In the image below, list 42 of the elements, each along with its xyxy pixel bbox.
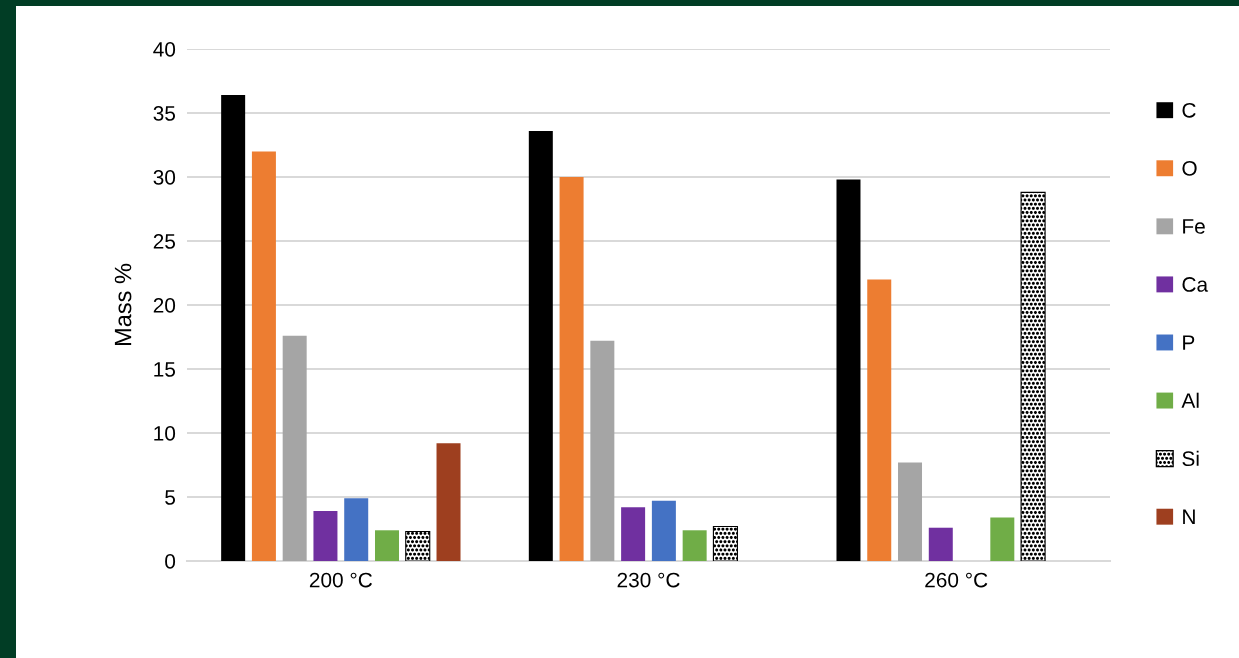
bar [528,130,553,561]
y-tick-label: 0 [165,554,176,569]
y-tick-label: 25 [153,234,176,249]
legend-label: O [1182,160,1197,176]
legend-label: Fe [1183,219,1205,234]
bar [559,177,584,561]
x-tick-label: 200 °C [309,572,372,588]
legend-label: Al [1181,392,1199,408]
x-tick-label: 230 °C [617,572,680,588]
bar [405,531,431,561]
legend-label: N [1183,509,1195,524]
bar [928,527,953,561]
bar [712,525,738,561]
y-tick-label: 5 [165,490,176,505]
legend-label: C [1182,102,1196,118]
bar [898,462,923,561]
bar [836,179,861,561]
bar [1020,191,1046,561]
bar [374,530,399,561]
legend-label: P [1183,335,1195,350]
bar [990,517,1015,561]
y-tick-label: 40 [153,42,176,57]
legend-label: Si [1182,450,1199,467]
bar [313,511,338,561]
y-tick-label: 15 [154,362,176,377]
y-axis-title: Mass % [114,263,132,346]
y-tick-label: 20 [153,298,176,313]
bar [344,498,369,561]
bar [282,335,307,561]
y-tick-label: 10 [154,426,176,441]
y-tick-label: 30 [153,170,176,185]
bar [221,95,246,561]
legend-label: Ca [1182,277,1209,292]
y-tick-label: 35 [153,106,176,121]
bar [436,443,461,561]
bar [251,151,276,561]
bar [682,530,707,561]
bar [621,507,646,561]
bar [590,340,615,561]
bar [651,500,676,561]
bar [867,279,892,561]
x-tick-label: 260 °C [925,572,988,588]
